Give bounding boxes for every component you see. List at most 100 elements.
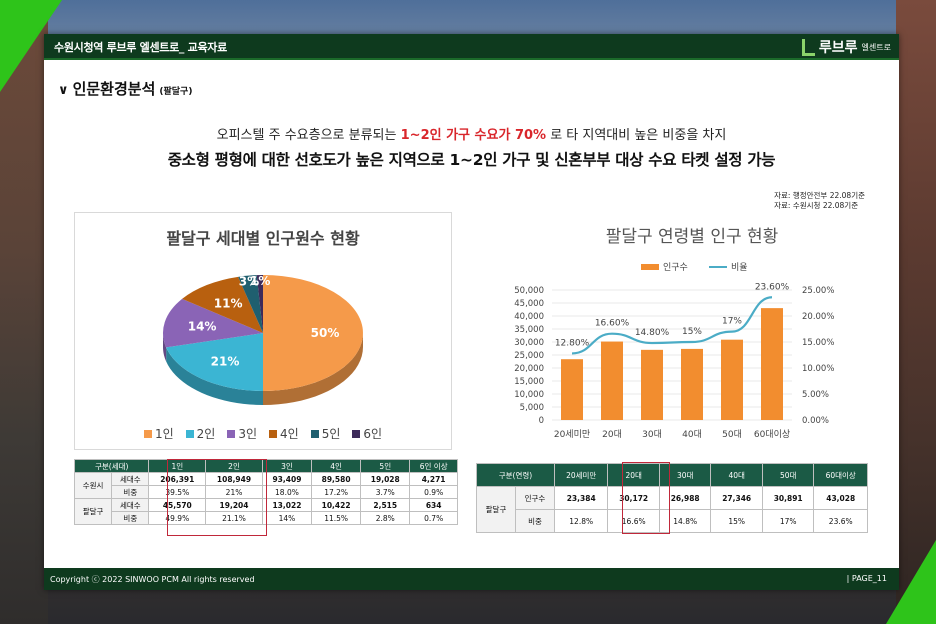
brand-logo: 루브루 엘센트로 — [801, 37, 891, 57]
table-header: 40대 — [710, 463, 763, 487]
legend-swatch — [269, 430, 277, 438]
section-title: ∨ 인문환경분석 (팔달구) — [58, 78, 192, 99]
table-header: 30대 — [658, 463, 712, 487]
background-building-left — [0, 0, 48, 624]
table-row: 비중 39.5% 21% 18.0% 17.2% 3.7% 0.9% — [75, 485, 458, 499]
y2-tick-label: 20.00% — [802, 312, 834, 322]
pie-slice-side — [263, 333, 363, 405]
table-header: 1인 — [148, 459, 207, 473]
group-cell: 팔달구 — [73, 498, 113, 525]
table-header-row: 구분(세대) 1인 2인 3인 4인 5인 6인 이상 — [73, 459, 458, 473]
headline-1: 오피스텔 주 수요층으로 분류되는 1~2인 가구 수요가 70% 로 타 지역… — [44, 124, 899, 143]
source-note: 자료: 행정안전부 22.08기준 — [774, 191, 865, 200]
table-cell: 27,346 — [710, 486, 763, 510]
table-cell: 16.6% — [607, 509, 660, 533]
table-cell: 21% — [205, 485, 263, 499]
table-cell: 19,028 — [360, 472, 411, 486]
y-tick-label: 30,000 — [514, 338, 544, 348]
headline-1-pre: 오피스텔 주 수요층으로 분류되는 — [216, 128, 401, 143]
group-cell: 팔달구 — [476, 486, 516, 533]
legend-label: 5인 — [321, 427, 341, 441]
household-table: 구분(세대) 1인 2인 3인 4인 5인 6인 이상 수원시 세대수 206,… — [73, 459, 458, 525]
table-cell: 2.8% — [360, 511, 411, 525]
table-row: 팔달구 인구수 23,384 30,172 26,988 27,346 30,8… — [476, 486, 868, 533]
y2-tick-label: 5.00% — [802, 390, 829, 400]
pie-slice-side — [163, 333, 167, 362]
pie-slice-side — [166, 347, 263, 405]
table-cell: 0.7% — [409, 511, 458, 525]
table-cell: 30,172 — [607, 486, 660, 510]
table-cell: 45,570 — [148, 498, 207, 512]
legend-item: 5인 — [310, 425, 341, 442]
pie-slice-label: 3% — [239, 274, 259, 288]
table-cell: 3.7% — [360, 485, 411, 499]
legend-item: 4인 — [269, 425, 299, 442]
legend-label: 1인 — [154, 427, 174, 441]
table-cell: 11.5% — [311, 511, 362, 525]
y-tick-label: 25,000 — [514, 351, 544, 361]
pie-legend: 1인 2인 3인 4인 5인 6인 — [75, 425, 451, 442]
logo-main: 루브루 — [818, 40, 858, 56]
table-row: 비중 12.8% 16.6% 14.8% 15% 17% 23.6% — [477, 509, 868, 533]
pie-slice — [256, 275, 263, 333]
table-cell: 14.8% — [658, 509, 712, 533]
y-tick-label: 45,000 — [514, 299, 544, 309]
table-header: 60대이상 — [813, 463, 868, 487]
pie-chart: 50% 21% 14% 11% 3%1% — [163, 274, 363, 405]
slide: 수원시청역 루브루 엘센트로_ 교육자료 루브루 엘센트로 ∨ 인문환경분석 (… — [44, 34, 899, 590]
legend-swatch — [185, 430, 194, 438]
combo-chart-title: 팔달구 연령별 인구 현황 — [606, 227, 779, 247]
legend-label: 인구수 — [663, 262, 688, 273]
row-label: 세대수 — [111, 472, 150, 486]
y-tick-label: 10,000 — [514, 390, 544, 400]
table-cell: 19,204 — [205, 498, 263, 512]
pie-slice — [163, 298, 263, 348]
legend-label: 4인 — [280, 427, 299, 441]
pie-slice-label: 50% — [311, 326, 340, 340]
age-table: 구분(연령) 20세미만 20대 30대 40대 50대 60대이상 팔달구 인… — [476, 463, 868, 533]
legend-item: 1인 — [143, 425, 174, 442]
bar — [601, 341, 623, 420]
x-tick-label: 40대 — [682, 429, 702, 440]
pie-slice — [166, 333, 263, 391]
pie-slice-label: 11% — [214, 296, 243, 310]
y2-tick-label: 25.00% — [802, 286, 834, 296]
bar — [641, 349, 663, 420]
table-cell: 39.5% — [148, 485, 207, 499]
pie-slice — [238, 275, 263, 333]
background-building-right — [896, 0, 936, 624]
pie-slice — [263, 275, 363, 391]
table-cell: 17% — [761, 509, 815, 533]
table-header: 50대 — [761, 463, 815, 487]
row-label: 비중 — [514, 509, 555, 533]
table-cell: 30,891 — [761, 486, 815, 510]
group-cell: 수원시 — [73, 472, 113, 499]
bar — [681, 348, 703, 420]
row-label: 비중 — [111, 485, 150, 499]
table-header: 3인 — [261, 459, 313, 473]
pie-slice-label: 1% — [250, 274, 270, 288]
pie-chart-panel: 팔달구 세대별 인구원수 현황 50% 21% 14% 11% 3% 1% 1인 2인 3인 4… — [74, 212, 452, 450]
slide-footer: Copyright ⓒ 2022 SINWOO PCM All rights r… — [44, 568, 899, 590]
table-cell: 206,391 — [148, 472, 207, 486]
table-header: 20세미만 — [553, 463, 609, 487]
line-data-label: 16.60% — [595, 319, 630, 329]
y2-tick-label: 15.00% — [802, 338, 834, 348]
table-header: 2인 — [205, 459, 263, 473]
logo-sub: 엘센트로 — [861, 42, 891, 52]
table-header: 4인 — [311, 459, 362, 473]
bar — [761, 308, 783, 420]
table-cell: 23,384 — [553, 486, 609, 510]
pie-slice-label: 14% — [188, 319, 217, 333]
legend-swatch — [227, 430, 236, 438]
table-cell: 13,022 — [261, 498, 313, 512]
legend-label: 6인 — [363, 427, 383, 441]
y-tick-label: 35,000 — [514, 325, 544, 335]
legend-swatch — [143, 430, 152, 438]
table-cell: 634 — [409, 498, 458, 512]
line-data-label: 17% — [722, 317, 742, 327]
slide-header: 수원시청역 루브루 엘센트로_ 교육자료 루브루 엘센트로 — [44, 34, 899, 60]
table-cell: 4,271 — [409, 472, 458, 486]
table-header: 6인 이상 — [409, 459, 458, 473]
